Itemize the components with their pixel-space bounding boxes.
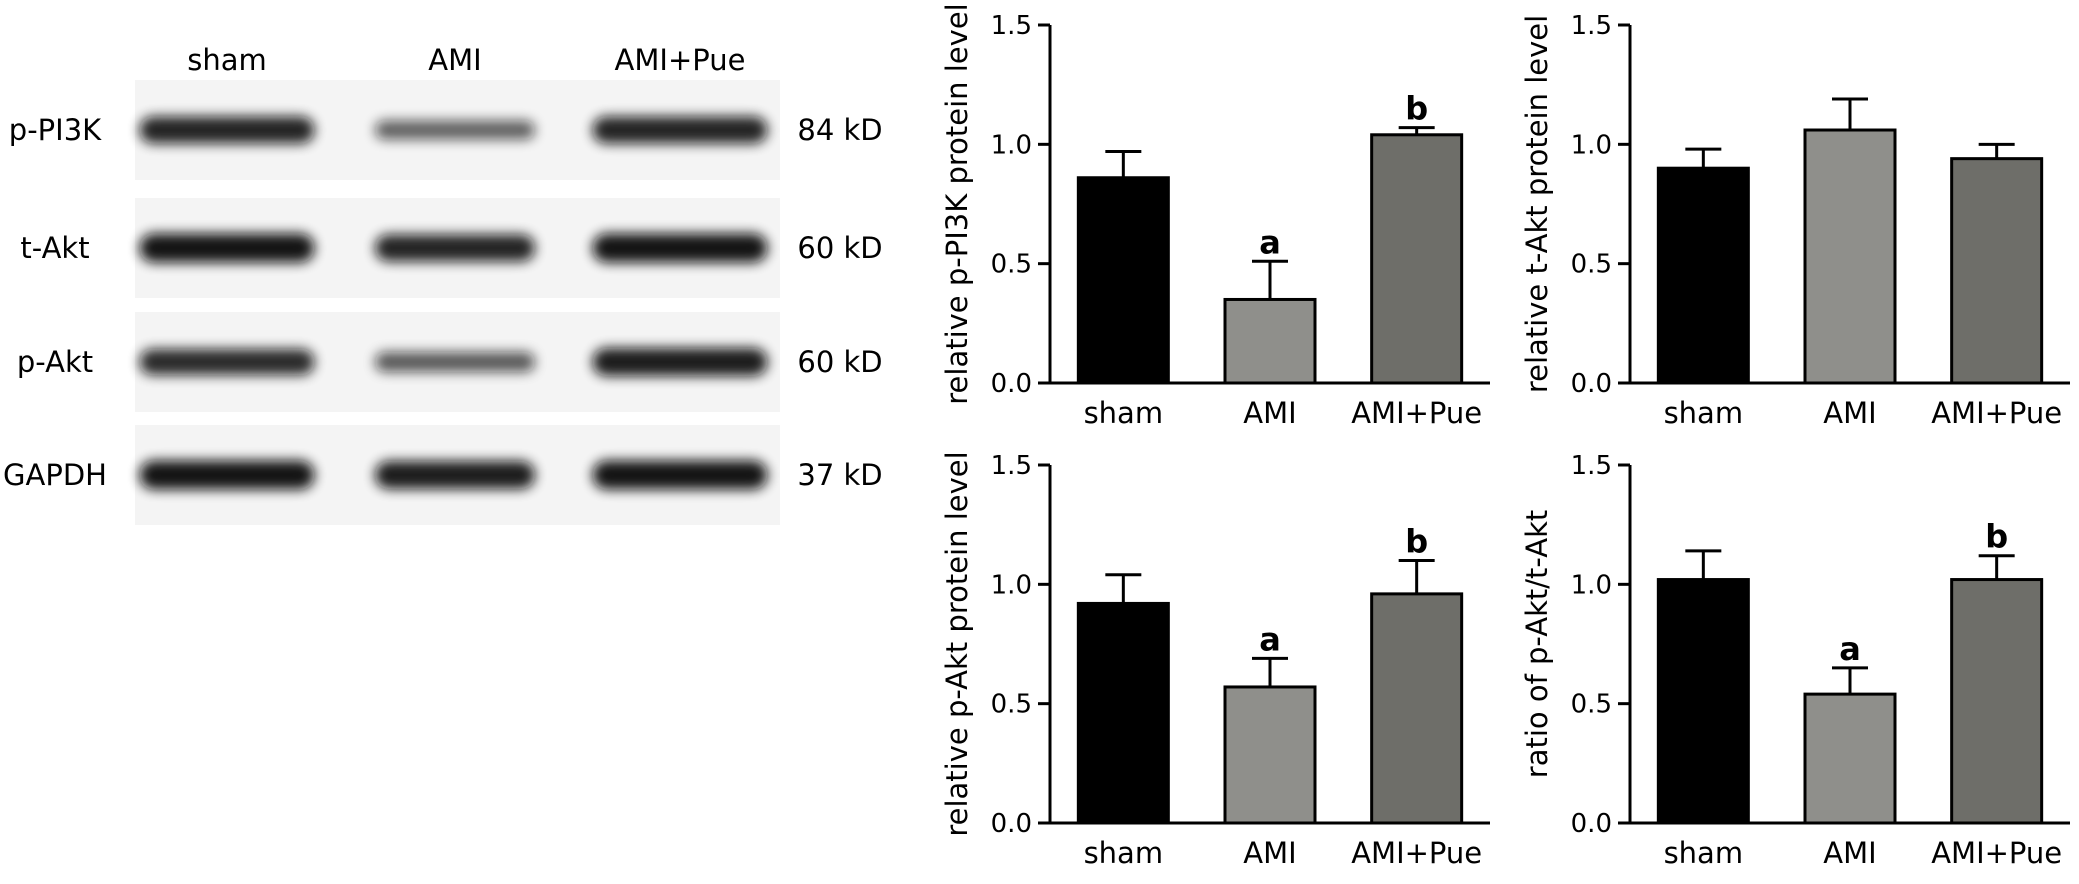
x-category-label-ami: AMI [1823, 836, 1876, 870]
y-tick-label: 1.5 [1571, 451, 1612, 481]
blot-row-label-gapdh: GAPDH [3, 458, 107, 492]
x-category-label-ami-pue: AMI+Pue [1351, 836, 1482, 870]
protein-band [592, 233, 768, 263]
y-tick-label: 1.5 [991, 451, 1032, 481]
x-category-label-ami: AMI [1243, 836, 1296, 870]
blot-size-label: 60 kD [797, 345, 882, 379]
bar-sham [1076, 601, 1170, 825]
protein-band [592, 460, 768, 490]
x-category-label-ami-pue: AMI+Pue [1931, 836, 2062, 870]
y-axis-title: ratio of p-Akt/t-Akt [1520, 510, 1554, 778]
blot-size-label: 84 kD [797, 113, 882, 147]
y-tick-label: 1.5 [991, 11, 1032, 41]
x-category-label-ami: AMI [1823, 396, 1876, 430]
y-axis-title: relative p-PI3K protein level [940, 3, 974, 404]
bar-ami [1803, 692, 1897, 825]
x-category-label-sham: sham [1084, 396, 1164, 430]
protein-band [592, 116, 768, 144]
x-category-label-sham: sham [1664, 836, 1744, 870]
bar-ami-pue [1950, 157, 2044, 385]
significance-label: a [1259, 620, 1281, 658]
y-tick-label: 0.5 [1571, 250, 1612, 280]
significance-label: b [1405, 522, 1428, 560]
x-category-label-ami-pue: AMI+Pue [1351, 396, 1482, 430]
bar-sham [1656, 166, 1750, 385]
y-tick-label: 1.0 [1571, 570, 1612, 600]
y-axis-title: relative t-Akt protein level [1520, 15, 1554, 393]
bar-sham [1656, 578, 1750, 825]
blot-size-label: 37 kD [797, 458, 882, 492]
chart-p-akt: relative p-Akt protein level 0.0 0.5 1.0 1.5… [935, 440, 1495, 880]
bar-ami-pue [1370, 133, 1464, 385]
bar-sham [1076, 176, 1170, 385]
chart-t-akt: relative t-Akt protein level 0.0 0.5 1.0 1.5… [1515, 0, 2075, 440]
x-category-label-ami-pue: AMI+Pue [1931, 396, 2062, 430]
y-tick-label: 1.0 [991, 570, 1032, 600]
blot-row-label-p-pi3k: p-PI3K [9, 113, 102, 147]
y-tick-label: 1.0 [1571, 130, 1612, 160]
y-tick-label: 0.0 [1571, 369, 1612, 399]
protein-band [592, 348, 768, 376]
x-category-label-ami: AMI [1243, 396, 1296, 430]
blot-column-label-ami: AMI [428, 43, 481, 77]
blot-size-label: 60 kD [797, 231, 882, 265]
y-tick-label: 0.0 [1571, 809, 1612, 839]
blot-column-label-ami-pue: AMI+Pue [615, 43, 746, 77]
protein-band [139, 349, 315, 375]
protein-band [375, 352, 535, 372]
bar-ami [1223, 685, 1317, 825]
y-tick-label: 0.5 [991, 690, 1032, 720]
protein-band [139, 233, 315, 263]
x-category-label-sham: sham [1084, 836, 1164, 870]
y-tick-label: 0.0 [991, 369, 1032, 399]
significance-label: a [1839, 630, 1861, 668]
y-tick-label: 0.0 [991, 809, 1032, 839]
protein-band [375, 461, 535, 489]
y-tick-label: 0.5 [991, 250, 1032, 280]
bar-ami-pue [1950, 578, 2044, 825]
blot-row-label-t-akt: t-Akt [20, 231, 89, 265]
significance-label: b [1985, 518, 2008, 556]
y-tick-label: 1.0 [991, 130, 1032, 160]
y-tick-label: 1.5 [1571, 11, 1612, 41]
bar-ami-pue [1370, 592, 1464, 825]
protein-band [375, 120, 535, 140]
significance-label: b [1405, 90, 1428, 128]
blot-row-label-p-akt: p-Akt [17, 345, 93, 379]
western-blot-panel: sham AMI AMI+Pue p-PI3K 84 kD t-Akt 60 kD p-Akt… [0, 0, 890, 560]
bar-ami [1223, 297, 1317, 385]
x-category-label-sham: sham [1664, 396, 1744, 430]
chart-p-akt-ratio: ratio of p-Akt/t-Akt 0.0 0.5 1.0 1.5 sham a AMI… [1515, 440, 2075, 880]
protein-band [375, 234, 535, 262]
y-axis-title: relative p-Akt protein level [940, 451, 974, 836]
bar-ami [1803, 128, 1897, 385]
protein-band [139, 460, 315, 490]
significance-label: a [1259, 223, 1281, 261]
y-tick-label: 0.5 [1571, 690, 1612, 720]
chart-p-pi3k: relative p-PI3K protein level 0.0 0.5 1.0 1.… [935, 0, 1495, 440]
blot-column-label-sham: sham [187, 43, 267, 77]
protein-band [139, 116, 315, 144]
